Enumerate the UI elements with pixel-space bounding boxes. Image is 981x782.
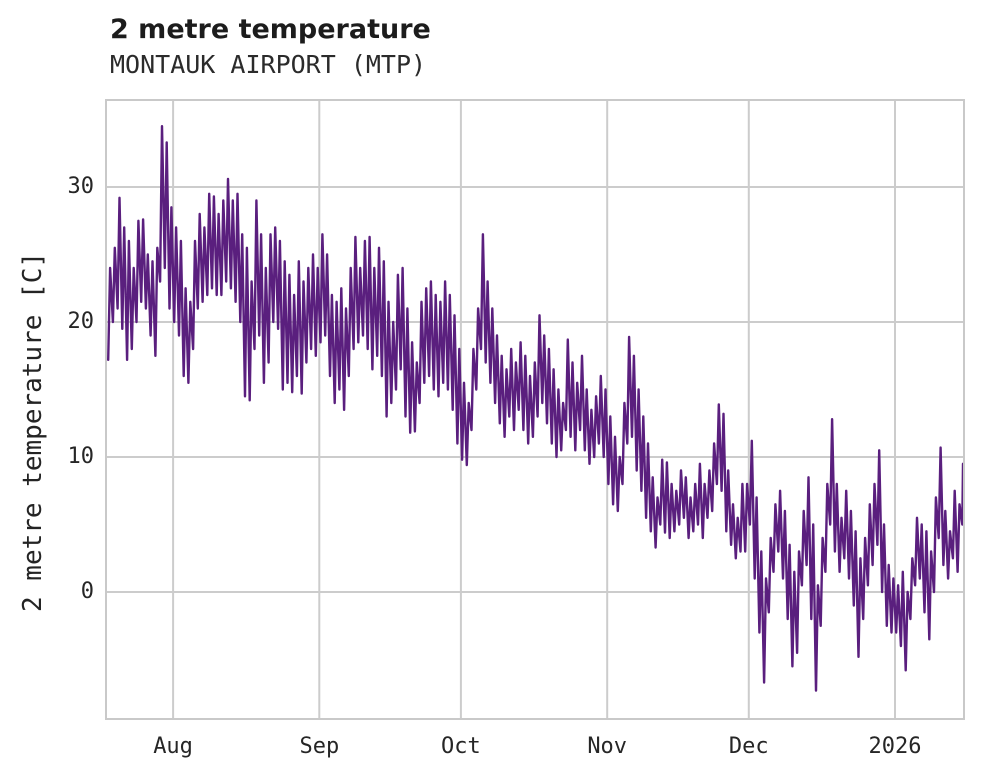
gridlines: [107, 101, 963, 718]
x-tick-label: Dec: [728, 734, 769, 759]
plot-area: [105, 99, 965, 720]
y-tick-label: 30: [67, 174, 95, 199]
y-tick-label: 10: [67, 444, 95, 470]
y-axis-label: 2 metre temperature [C]: [18, 251, 48, 613]
y-tick-label: 20: [67, 309, 95, 334]
y-tick-label: 0: [80, 579, 94, 605]
x-tick-label: Aug: [153, 734, 193, 759]
x-tick-label: Sep: [299, 734, 340, 759]
temperature-line-chart: [107, 101, 963, 718]
x-tick-label: 2026: [868, 734, 922, 759]
x-tick-label: Nov: [587, 734, 628, 759]
temperature-line: [107, 125, 963, 692]
page-subtitle: MONTAUK AIRPORT (MTP): [110, 50, 427, 79]
x-tick-label: Oct: [441, 734, 481, 759]
page-title: 2 metre temperature: [110, 14, 431, 45]
